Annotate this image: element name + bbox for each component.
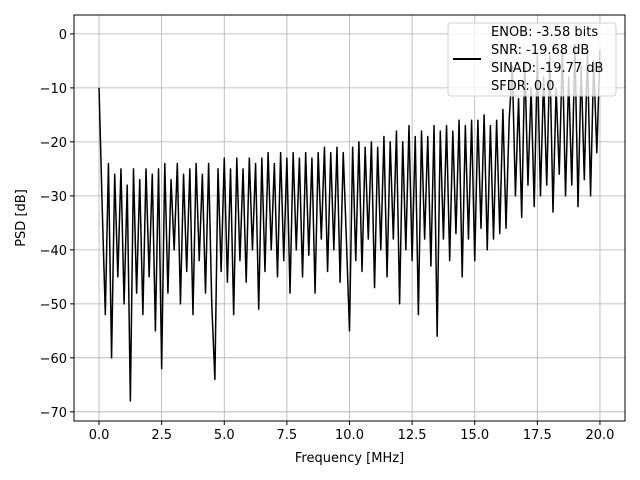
y-tick-label: −60 [40, 352, 67, 367]
x-tick-label: 20.0 [585, 428, 614, 443]
legend-label: ENOB: -3.58 bits SNR: -19.68 dB SINAD: -… [491, 25, 604, 94]
x-tick-label: 2.5 [151, 428, 172, 443]
y-tick-label: 0 [59, 28, 67, 43]
y-tick-label: −40 [40, 244, 67, 259]
x-tick-label: 17.5 [523, 428, 552, 443]
y-tick-label: −20 [40, 136, 67, 151]
x-tick-label: 10.0 [335, 428, 364, 443]
x-tick-label: 0.0 [89, 428, 110, 443]
x-tick-label: 7.5 [277, 428, 298, 443]
psd-line [98, 43, 601, 402]
y-axis-label: PSD [dB] [14, 189, 29, 247]
x-tick-label: 5.0 [214, 428, 235, 443]
legend-box [447, 22, 617, 97]
x-axis-label: Frequency [MHz] [295, 451, 404, 466]
y-tick-label: −10 [40, 82, 67, 97]
x-tick-label: 12.5 [398, 428, 427, 443]
x-tick-label: 15.0 [460, 428, 489, 443]
y-tick-label: −30 [40, 190, 67, 205]
y-tick-label: −50 [40, 298, 67, 313]
y-tick-label: −70 [40, 406, 67, 421]
